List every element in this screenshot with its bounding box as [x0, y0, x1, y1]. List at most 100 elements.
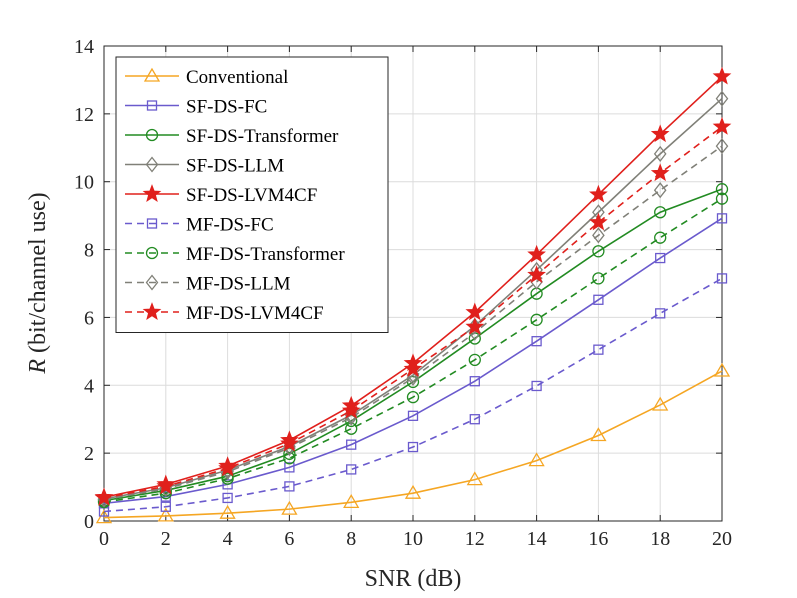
x-tick-label: 12 [465, 528, 485, 550]
legend-entry-mf-ds-fc: MF-DS-FC [125, 215, 274, 236]
data-point-sf-ds-fc [531, 336, 542, 347]
series-line-conventional [103, 370, 723, 519]
y-tick-label: 4 [84, 375, 94, 397]
data-point-sf-ds-lvm4cf [589, 184, 608, 203]
data-point-mf-ds-fc [346, 464, 357, 475]
legend-label: Conventional [186, 67, 288, 88]
legend-entry-sf-ds-llm: SF-DS-LLM [125, 156, 284, 177]
data-point-mf-ds-fc [284, 481, 295, 492]
data-point-conventional [528, 452, 545, 467]
y-tick-label: 12 [74, 104, 94, 126]
data-point-mf-ds-fc [593, 344, 604, 355]
data-point-mf-ds-lvm4cf [650, 163, 670, 182]
y-axis-label: R (bit/channel use) [25, 192, 51, 374]
data-point-sf-ds-fc [716, 213, 728, 224]
data-point-sf-ds-fc [284, 462, 295, 473]
legend-label: SF-DS-Transformer [186, 126, 339, 147]
x-tick-label: 14 [527, 528, 547, 550]
data-point-conventional [219, 504, 236, 519]
data-point-conventional [404, 484, 422, 499]
legend-label: MF-DS-LVM4CF [186, 303, 324, 324]
series-line-mf-ds-fc [103, 277, 723, 513]
data-point-mf-ds-lvm4cf [341, 400, 361, 419]
legend-marker [145, 246, 159, 260]
data-point-mf-ds-transformer [221, 472, 234, 485]
legend-label: MF-DS-FC [186, 215, 274, 236]
x-tick-label: 6 [284, 528, 294, 550]
data-point-sf-ds-lvm4cf [712, 66, 732, 85]
data-point-mf-ds-transformer [406, 391, 420, 404]
legend-entry-sf-ds-transformer: SF-DS-Transformer [125, 126, 339, 147]
data-point-mf-ds-lvm4cf [465, 317, 485, 335]
data-point-sf-ds-fc [593, 294, 604, 305]
series-line-mf-ds-llm [103, 145, 723, 501]
x-tick-label: 2 [161, 528, 171, 550]
y-axis-variable: R [25, 359, 51, 375]
legend-marker [143, 67, 161, 82]
x-tick-label: 10 [403, 528, 423, 550]
x-tick-label: 18 [650, 528, 670, 550]
x-tick-label: 8 [346, 528, 356, 550]
data-point-conventional [466, 471, 483, 486]
data-point-mf-ds-transformer [283, 452, 296, 465]
data-point-mf-ds-transformer [592, 272, 605, 285]
data-point-mf-ds-transformer [345, 422, 358, 435]
data-point-mf-ds-lvm4cf [218, 458, 237, 477]
series-group [94, 66, 732, 524]
y-axis-unit: (bit/channel use) [25, 192, 51, 359]
data-point-sf-ds-fc [346, 439, 357, 450]
data-point-conventional [652, 396, 669, 411]
data-point-mf-ds-lvm4cf [527, 265, 546, 283]
legend-marker [146, 100, 158, 111]
data-point-mf-ds-lvm4cf [403, 359, 423, 377]
y-tick-label: 14 [74, 36, 94, 58]
data-point-sf-ds-llm [715, 90, 729, 107]
data-point-conventional [157, 507, 174, 522]
legend-label: SF-DS-LLM [186, 156, 284, 177]
x-axis-label: SNR (dB) [365, 566, 462, 592]
data-point-conventional [713, 362, 731, 377]
data-point-mf-ds-lvm4cf [589, 212, 608, 231]
series-line-sf-ds-llm [103, 97, 723, 500]
series-line-mf-ds-transformer [103, 198, 723, 503]
data-point-sf-ds-transformer [592, 245, 605, 258]
data-point-mf-ds-transformer [530, 313, 543, 326]
x-tick-label: 16 [588, 528, 608, 550]
series-mf-ds-lvm4cf [94, 116, 732, 506]
legend-label: MF-DS-Transformer [186, 244, 345, 265]
data-point-mf-ds-fc [222, 492, 233, 504]
data-point-mf-ds-fc [469, 414, 480, 425]
data-point-mf-ds-fc [655, 308, 666, 319]
data-point-mf-ds-transformer [654, 231, 667, 244]
legend-entry-conventional: Conventional [125, 67, 288, 88]
legend-marker [142, 302, 162, 320]
data-point-sf-ds-fc [222, 479, 233, 490]
y-tick-label: 6 [84, 307, 94, 329]
series-line-sf-ds-fc [103, 217, 723, 505]
y-tick-label: 10 [74, 172, 94, 194]
x-tick-label: 0 [99, 528, 109, 550]
data-point-sf-ds-llm [653, 145, 667, 162]
data-point-mf-ds-lvm4cf [280, 433, 299, 452]
data-point-mf-ds-llm [715, 138, 729, 155]
series-sf-ds-fc [98, 213, 728, 509]
series-conventional [95, 362, 731, 524]
legend-label: SF-DS-LVM4CF [186, 185, 317, 206]
y-tick-label: 0 [84, 511, 94, 533]
legend-entry-mf-ds-lvm4cf: MF-DS-LVM4CF [125, 302, 324, 324]
y-tick-label: 2 [84, 443, 94, 465]
legend-marker [145, 274, 159, 291]
data-point-sf-ds-lvm4cf [650, 124, 670, 143]
data-point-mf-ds-transformer [715, 192, 729, 205]
data-point-sf-ds-fc [407, 410, 419, 421]
x-tick-label: 4 [223, 528, 233, 550]
data-point-sf-ds-fc [469, 376, 480, 387]
data-point-mf-ds-fc [531, 380, 542, 392]
legend-entry-sf-ds-lvm4cf: SF-DS-LVM4CF [125, 184, 317, 206]
x-tick-label: 20 [712, 528, 732, 550]
data-point-conventional [281, 500, 298, 515]
data-point-mf-ds-llm [592, 227, 605, 244]
data-point-sf-ds-fc [655, 252, 666, 264]
data-point-mf-ds-transformer [468, 353, 481, 366]
